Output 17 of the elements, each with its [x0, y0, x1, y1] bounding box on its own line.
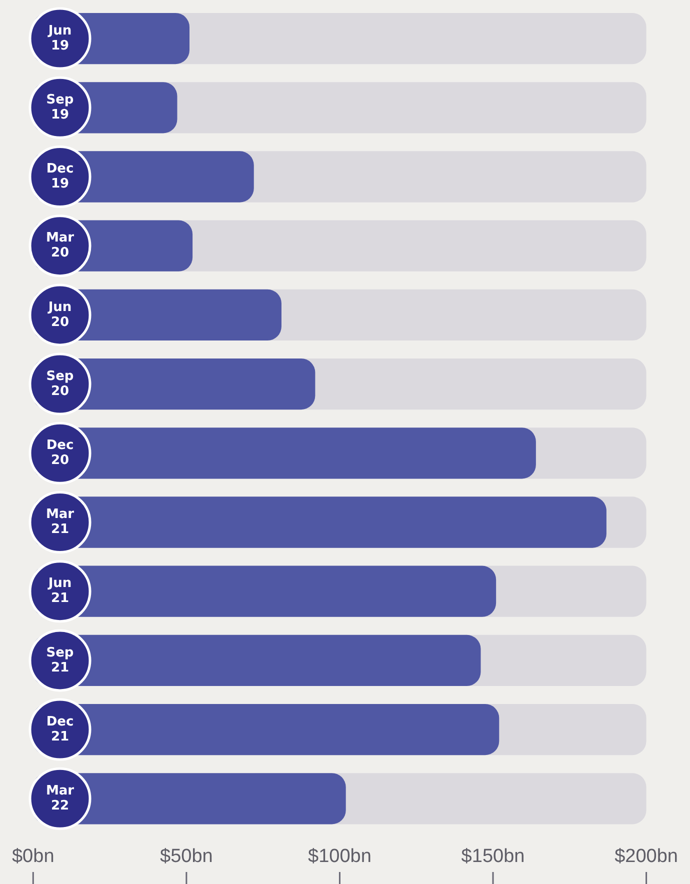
x-tick-label: $0bn — [12, 846, 54, 867]
x-tick-label: $200bn — [614, 846, 678, 867]
y-tick-label: Jun 19 — [47, 23, 72, 54]
y-tick-label: Sep 21 — [46, 645, 74, 676]
x-tick-label: $100bn — [308, 846, 372, 867]
y-tick-label: Sep 20 — [46, 368, 74, 399]
y-tick-label: Mar 22 — [46, 784, 75, 814]
y-tick-label: Mar 20 — [46, 230, 75, 261]
y-tick-label: Sep 19 — [46, 92, 74, 123]
y-tick-label: Jun 20 — [47, 300, 72, 330]
y-tick-label: Dec 20 — [46, 438, 74, 468]
x-tick-label: $150bn — [461, 846, 525, 867]
y-tick-label: Dec 19 — [46, 162, 74, 192]
y-tick-label: Jun 21 — [47, 576, 72, 606]
y-tick-label: Dec 21 — [46, 714, 74, 744]
x-tick-label: $50bn — [160, 846, 213, 867]
y-tick-label: Mar 21 — [46, 507, 75, 538]
